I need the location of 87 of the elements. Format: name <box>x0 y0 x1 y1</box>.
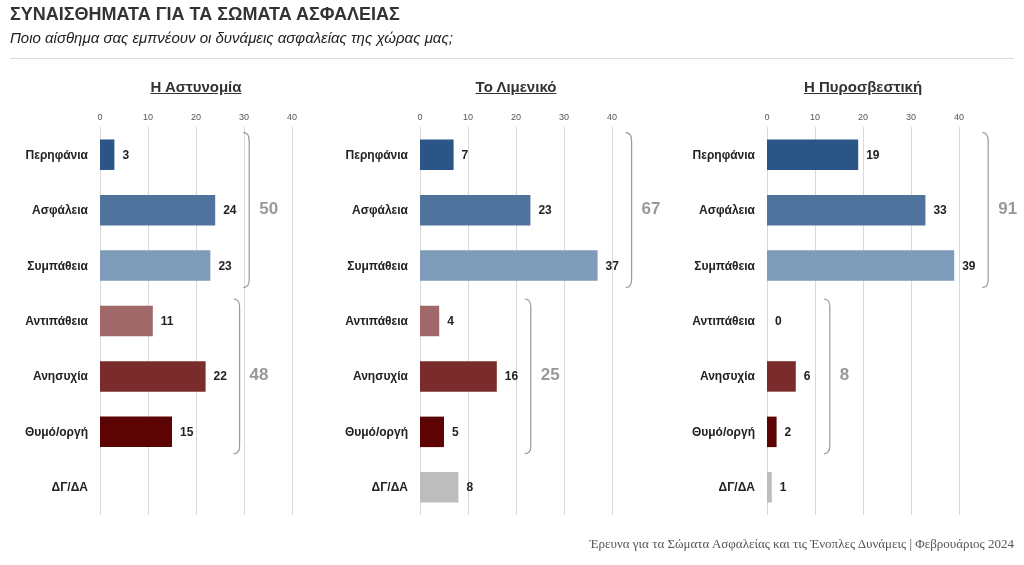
y-tick-label: ΔΓ/ΔΑ <box>718 480 756 495</box>
bar <box>100 361 206 392</box>
data-label: 15 <box>180 424 194 439</box>
text: 91 <box>998 199 1018 220</box>
annotation: 48 <box>249 365 269 386</box>
data-label: 0 <box>775 314 782 328</box>
x-tick-label: 30 <box>905 111 917 122</box>
x-tick-label: 30 <box>558 111 570 122</box>
text: Έρευνα για τα Σώματα Ασφαλείας και τις Ένοπλες Δυνάμεις | Φεβρουάριος 2024 <box>589 536 1014 552</box>
bar <box>767 194 926 226</box>
bar <box>767 250 955 281</box>
y-tick-label: ΔΓ/ΔΑ <box>371 480 409 495</box>
bar <box>420 139 454 170</box>
bar <box>420 305 440 337</box>
data-label: 19 <box>866 147 880 162</box>
data-label: 8 <box>466 480 474 495</box>
data-label: 22 <box>213 369 228 384</box>
x-tick-label: 0 <box>417 111 423 122</box>
data-label: 2 <box>784 424 792 439</box>
bar <box>100 194 216 226</box>
x-tick-label: 40 <box>286 111 298 122</box>
y-tick-label: Ανησυχία <box>32 369 89 384</box>
text: 67 <box>641 199 661 220</box>
y-tick-label: Ασφάλεια <box>32 203 89 218</box>
bar <box>100 250 211 281</box>
data-label: 5 <box>452 424 459 439</box>
x-tick-label: 40 <box>953 111 965 122</box>
y-tick-label: Αντιπάθεια <box>25 314 89 328</box>
text: Ποιο αίσθημα σας εμπνέουν οι δυνάμεις ασφαλείας της χώρας μας; <box>10 29 453 46</box>
x-tick-label: 0 <box>764 111 770 122</box>
y-tick-label: Συμπάθεια <box>347 258 409 273</box>
x-tick-label: 0 <box>97 111 103 122</box>
bar <box>767 472 772 503</box>
x-tick-label: 10 <box>809 111 821 122</box>
data-label: 1 <box>779 480 787 495</box>
bar <box>100 416 172 448</box>
y-tick-label: Περηφάνια <box>692 147 756 162</box>
x-tick-label: 20 <box>190 111 202 122</box>
x-tick-label: 10 <box>142 111 154 122</box>
y-tick-label: Περηφάνια <box>25 147 89 162</box>
y-tick-label: Αντιπάθεια <box>345 314 409 328</box>
data-label: 37 <box>605 258 620 273</box>
y-tick-label: Αντιπάθεια <box>692 314 756 328</box>
data-label: 11 <box>160 314 174 328</box>
bar <box>100 139 115 170</box>
data-label: 6 <box>803 369 811 384</box>
y-tick-label: Ανησυχία <box>352 369 409 384</box>
y-tick-label: Περηφάνια <box>345 147 409 162</box>
bar <box>420 472 459 503</box>
data-label: 23 <box>218 258 233 273</box>
data-label: 4 <box>447 314 455 328</box>
chart-title: Η Αστυνομία <box>149 78 243 95</box>
bar <box>767 139 859 170</box>
y-tick-label: Θυμό/οργή <box>344 424 408 439</box>
y-tick-label: ΔΓ/ΔΑ <box>51 480 89 495</box>
bar <box>420 416 444 448</box>
bar <box>420 361 497 392</box>
data-label: 23 <box>538 203 553 218</box>
y-tick-label: Θυμό/οργή <box>24 424 88 439</box>
annotation: 25 <box>540 365 560 386</box>
data-label: 7 <box>461 147 469 162</box>
x-tick-label: 30 <box>238 111 250 122</box>
y-tick-label: Ανησυχία <box>699 369 756 384</box>
bar <box>767 416 777 448</box>
chart-title: Η Πυροσβεστική <box>802 78 924 95</box>
bar <box>767 361 796 392</box>
bar <box>100 305 153 337</box>
data-label: 24 <box>223 203 237 218</box>
data-label: 3 <box>122 147 130 162</box>
bar <box>420 250 598 281</box>
x-tick-label: 10 <box>462 111 474 122</box>
text: ΣΥΝΑΙΣΘΗΜΑΤΑ ΓΙΑ ΤΑ ΣΩΜΑΤΑ ΑΣΦΑΛΕΙΑΣ <box>10 4 400 25</box>
data-label: 16 <box>504 369 519 384</box>
y-tick-label: Ασφάλεια <box>352 203 409 218</box>
x-tick-label: 40 <box>606 111 618 122</box>
y-tick-label: Συμπάθεια <box>27 258 89 273</box>
annotation: 8 <box>839 365 850 386</box>
data-label: 33 <box>933 203 948 218</box>
data-label: 39 <box>962 258 976 273</box>
x-tick-label: 20 <box>510 111 522 122</box>
bar <box>420 194 531 226</box>
x-tick-label: 20 <box>857 111 869 122</box>
annotation: 50 <box>259 199 279 220</box>
y-tick-label: Ασφάλεια <box>699 203 756 218</box>
y-tick-label: Συμπάθεια <box>694 258 756 273</box>
chart-title: Το Λιμενικό <box>474 78 558 95</box>
y-tick-label: Θυμό/οργή <box>691 424 755 439</box>
